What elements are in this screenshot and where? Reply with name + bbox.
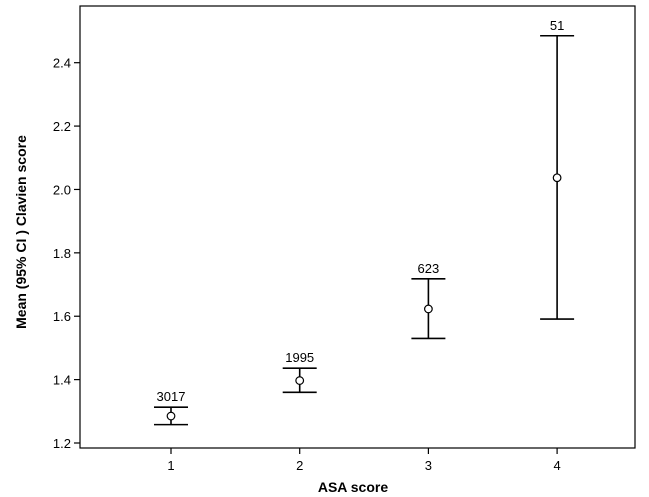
y-tick-label: 1.8 [53, 246, 71, 261]
mean-point [166, 411, 176, 421]
x-tick-label: 3 [425, 458, 432, 473]
error-bars: 3017 1995 623 51 [154, 18, 575, 426]
x-tick-label: 1 [167, 458, 174, 473]
count-label: 1995 [285, 350, 314, 365]
mean-point [552, 173, 562, 183]
y-tick-label: 2.4 [53, 56, 71, 71]
plot-frame [79, 5, 636, 449]
count-label: 51 [550, 18, 564, 33]
y-tick-label: 1.4 [53, 373, 71, 388]
x-axis: 1 2 3 4 [167, 448, 561, 473]
y-tick-label: 2.0 [53, 182, 71, 197]
y-axis: 1.2 1.4 1.6 1.8 2.0 2.2 2.4 [53, 56, 80, 451]
error-bar-group: 51 [540, 18, 575, 320]
count-label: 623 [418, 261, 440, 276]
error-bar-group: 623 [411, 261, 446, 340]
y-axis-title: Mean (95% CI ) Clavien score [13, 135, 29, 329]
y-tick-label: 1.2 [53, 436, 71, 451]
count-label: 3017 [157, 389, 186, 404]
error-bar-group: 1995 [282, 350, 317, 394]
x-tick-label: 4 [553, 458, 560, 473]
x-tick-label: 2 [296, 458, 303, 473]
y-tick-label: 2.2 [53, 119, 71, 134]
x-axis-title: ASA score [318, 479, 389, 495]
mean-point [295, 376, 305, 385]
error-bar-group: 3017 [154, 389, 188, 426]
plot-border [79, 5, 636, 449]
y-tick-label: 1.6 [53, 309, 71, 324]
mean-point [424, 304, 433, 314]
